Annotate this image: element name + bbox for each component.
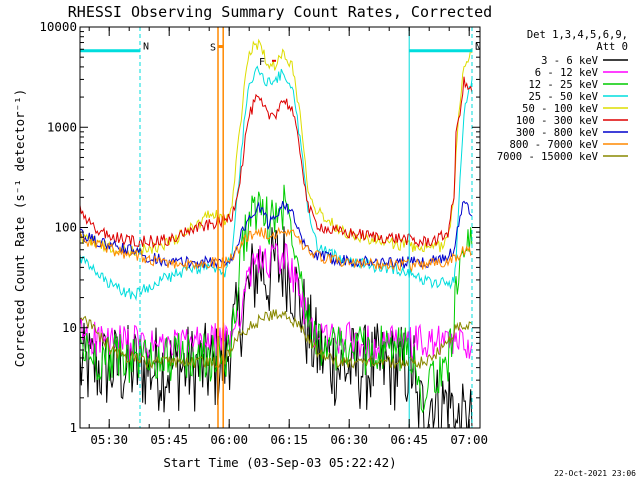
y-tick-label: 1 bbox=[69, 420, 77, 435]
series-line-3 bbox=[79, 184, 473, 414]
x-tick-label: 07:00 bbox=[450, 432, 488, 447]
series-line-8 bbox=[79, 226, 473, 273]
y-axis-label: Corrected Count Rate (s⁻¹ detector⁻¹) bbox=[12, 89, 27, 367]
flare-label: F bbox=[259, 57, 265, 68]
x-tick-label: 06:30 bbox=[330, 432, 368, 447]
night-label: N bbox=[475, 42, 481, 53]
legend-header: Att 0 bbox=[596, 41, 628, 53]
x-tick-label: 05:45 bbox=[150, 432, 188, 447]
x-tick-label: 06:45 bbox=[390, 432, 428, 447]
legend-label: 3 - 6 keV bbox=[541, 55, 599, 67]
chart-title: RHESSI Observing Summary Count Rates, Co… bbox=[68, 3, 492, 21]
y-tick-label: 10000 bbox=[39, 19, 77, 34]
legend-label: 12 - 25 keV bbox=[528, 79, 598, 91]
x-axis-label: Start Time (03-Sep-03 05:22:42) bbox=[163, 455, 396, 470]
y-tick-label: 10 bbox=[62, 320, 77, 335]
saa-label: S bbox=[210, 43, 216, 54]
series-line-4 bbox=[79, 65, 473, 302]
footer-timestamp: 22-Oct-2021 23:06 bbox=[554, 469, 636, 478]
x-tick-label: 06:15 bbox=[270, 432, 308, 447]
legend-label: 100 - 300 keV bbox=[516, 115, 599, 127]
series-line-6 bbox=[79, 76, 473, 249]
legend-label: 800 - 7000 keV bbox=[509, 139, 598, 151]
axes: 1 10 100 1000 10000 05:30 05:45 06:00 06:15 06:30… bbox=[39, 19, 488, 447]
night-label: N bbox=[143, 42, 149, 53]
series-line-5 bbox=[79, 38, 473, 259]
legend-header: Det 1,3,4,5,6,9, bbox=[527, 29, 628, 41]
legend-label: 25 - 50 keV bbox=[528, 91, 598, 103]
series-line-1 bbox=[79, 226, 473, 430]
y-tick-label: 1000 bbox=[47, 119, 77, 134]
legend-label: 6 - 12 keV bbox=[535, 67, 599, 79]
legend-label: 50 - 100 keV bbox=[522, 103, 599, 115]
y-tick-label: 100 bbox=[54, 220, 77, 235]
legend-label: 300 - 800 keV bbox=[516, 127, 599, 139]
series-line-9 bbox=[79, 309, 473, 370]
legend-label: 7000 - 15000 keV bbox=[497, 151, 599, 163]
x-tick-label: 05:30 bbox=[90, 432, 128, 447]
x-tick-label: 06:00 bbox=[210, 432, 248, 447]
